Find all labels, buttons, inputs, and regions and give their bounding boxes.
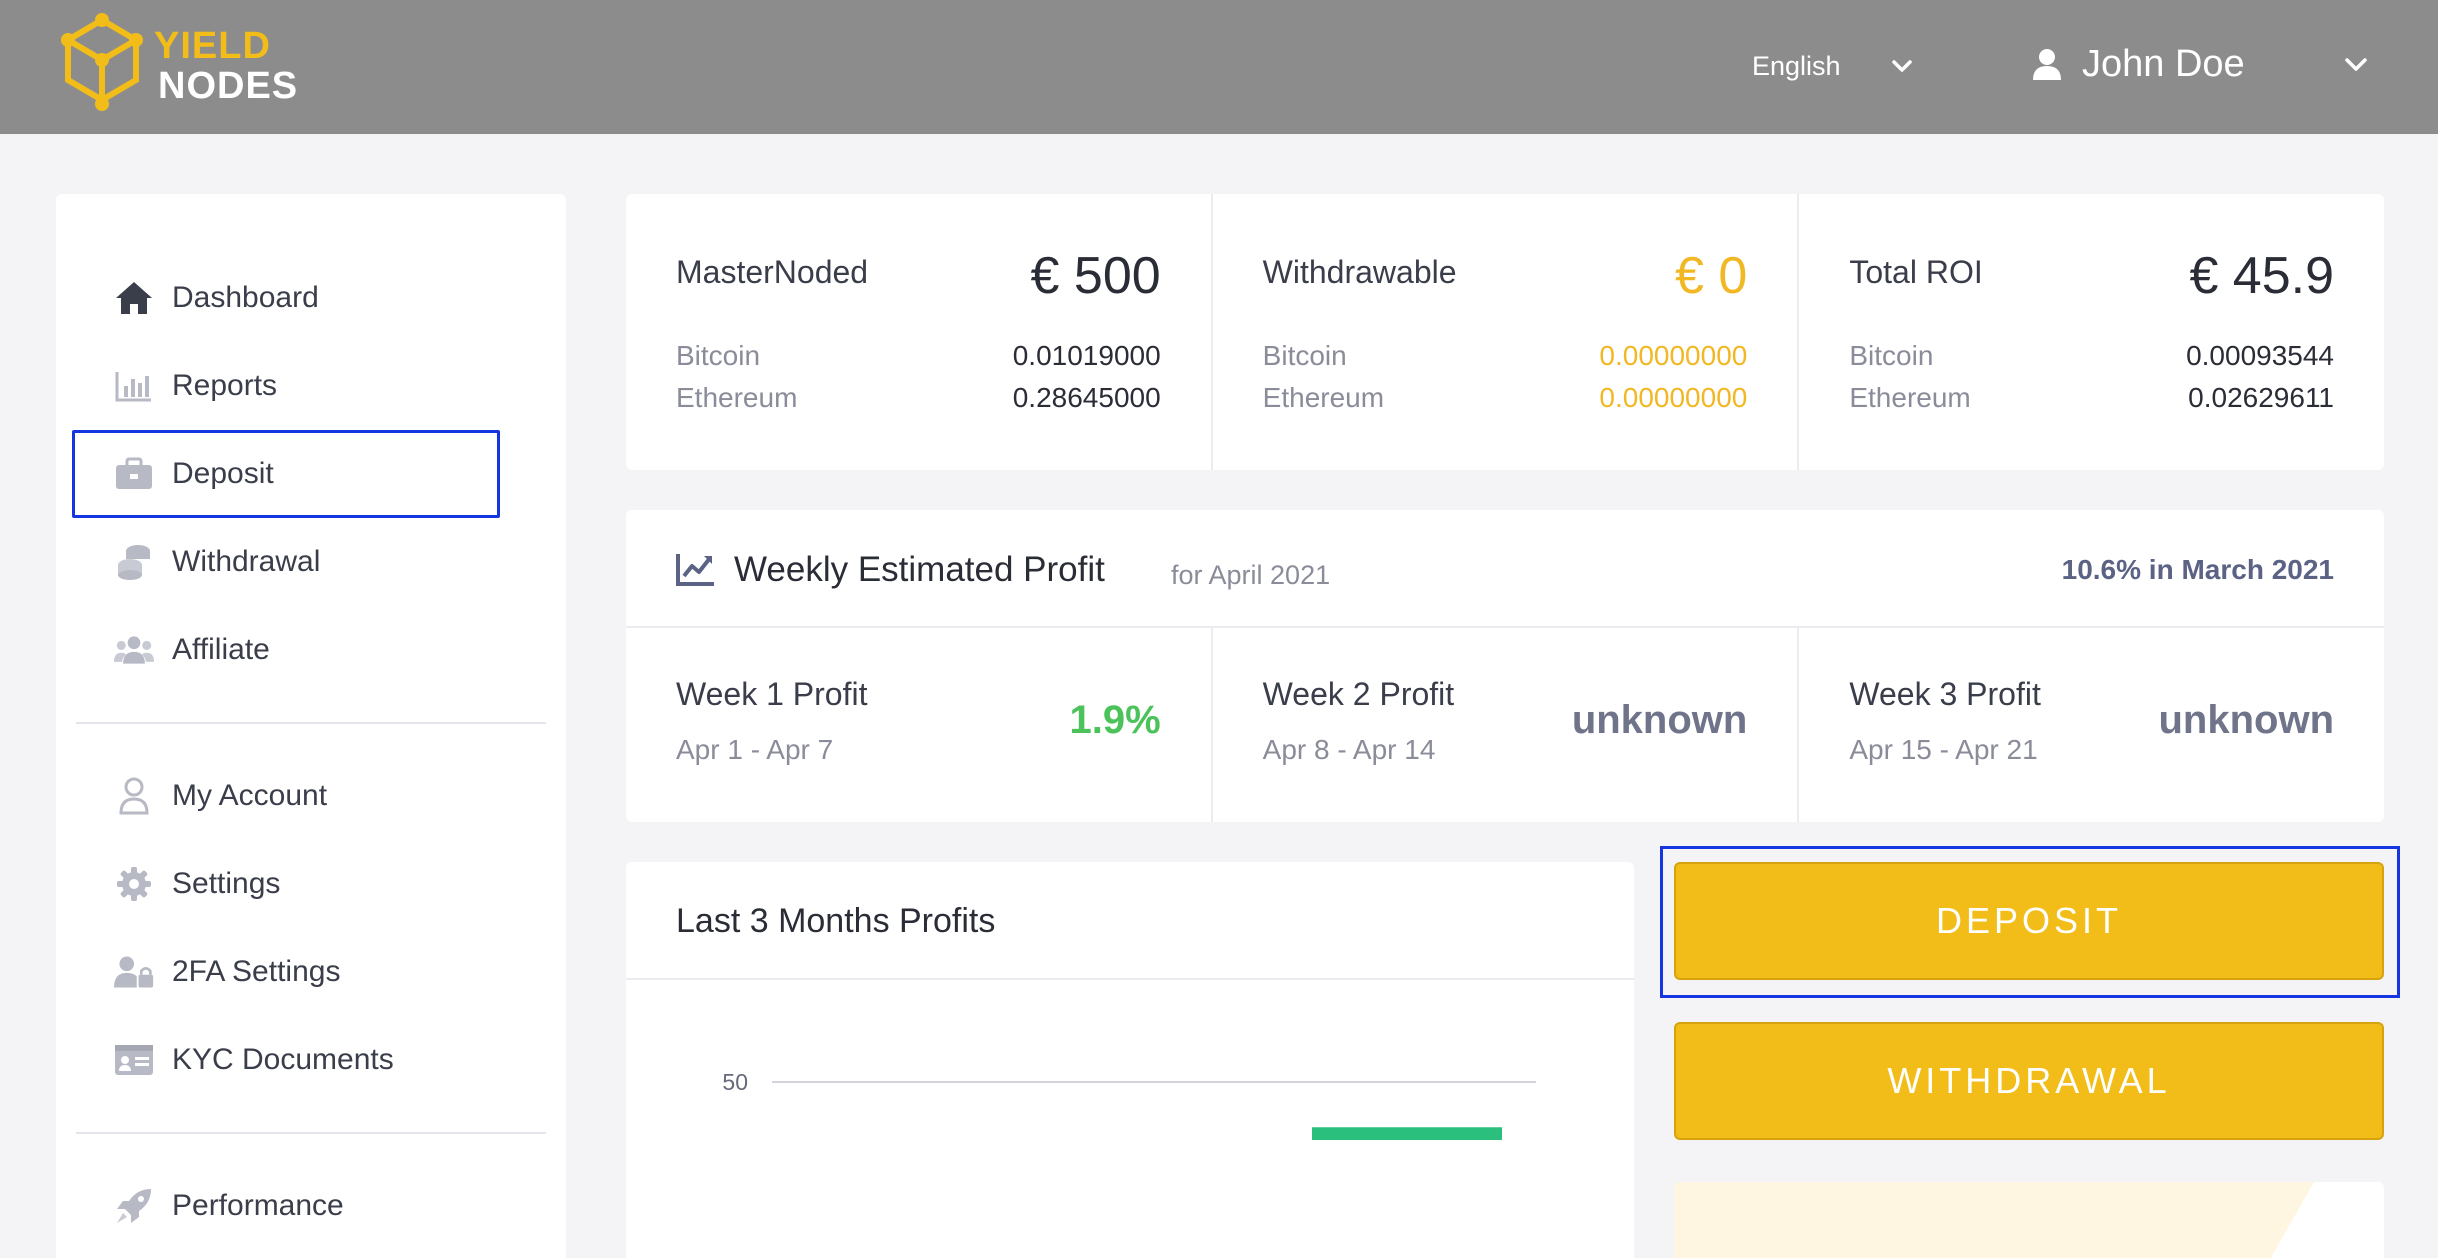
sidebar-item-label: Dashboard (172, 281, 319, 314)
bitcoin-value: 0.01019000 (1012, 340, 1161, 371)
sidebar-item-dashboard[interactable]: Dashboard (114, 258, 319, 338)
home-icon (114, 278, 154, 318)
sidebar-divider (76, 722, 546, 724)
stat-withdrawable: Withdrawable € 0 Bitcoin 0.00000000 Ethe… (1213, 194, 1800, 470)
deposit-button[interactable]: DEPOSIT (1674, 862, 2384, 980)
bar-chart-icon (114, 366, 154, 406)
sidebar-item-label: Reports (172, 369, 278, 402)
sidebar-item-kyc-documents[interactable]: KYC Documents (114, 1020, 394, 1100)
stat-label: Total ROI (1849, 254, 1983, 290)
week-dates: Apr 15 - Apr 21 (1849, 734, 2038, 765)
ethereum-value: 0.02629611 (2188, 382, 2335, 413)
line-chart-icon (676, 554, 714, 586)
logo-text-yield: YIELD (154, 25, 271, 67)
sidebar-item-label: 2FA Settings (172, 955, 341, 988)
weekly-profit-title: Weekly Estimated Profit (734, 550, 1105, 589)
id-card-icon (114, 1040, 154, 1080)
week-dates: Apr 1 - Apr 7 (676, 734, 834, 765)
gear-icon (114, 864, 154, 904)
week-value: unknown (2158, 698, 2335, 742)
sidebar-item-settings[interactable]: Settings (114, 844, 280, 924)
week-3: Week 3 Profit Apr 15 - Apr 21 unknown (1799, 628, 2384, 822)
stat-masternoded: MasterNoded € 500 Bitcoin 0.01019000 Eth… (626, 194, 1213, 470)
user-lock-icon (114, 952, 154, 992)
users-icon (114, 630, 154, 670)
week-title: Week 3 Profit (1849, 676, 2041, 712)
language-label: English (1752, 50, 1841, 81)
profits-chart: 5037.5 (722, 1069, 1536, 1140)
bitcoin-value: 0.00093544 (2186, 340, 2335, 371)
stat-amount: € 500 (1030, 247, 1161, 305)
stat-total-roi: Total ROI € 45.9 Bitcoin 0.00093544 Ethe… (1799, 194, 2384, 470)
profits-chart-card: Last 3 Months Profits 5037.5 (626, 862, 1634, 1258)
week-title: Week 2 Profit (1262, 676, 1455, 712)
deposit-button-highlight-box (1660, 846, 2400, 998)
bitcoin-label: Bitcoin (1262, 340, 1347, 371)
bitcoin-value: 0.00000000 (1599, 340, 1748, 371)
week-1: Week 1 Profit Apr 1 - Apr 7 1.9% (626, 628, 1213, 822)
sidebar-item-performance[interactable]: Performance (114, 1166, 344, 1246)
sidebar-divider (76, 1132, 546, 1134)
weeks-row: Week 1 Profit Apr 1 - Apr 7 1.9% Week 2 … (626, 628, 2384, 822)
language-select[interactable]: English (1752, 46, 1915, 86)
week-dates: Apr 8 - Apr 14 (1262, 734, 1436, 765)
user-name: John Doe (2082, 42, 2245, 85)
sidebar-item-label: Withdrawal (172, 545, 321, 578)
bitcoin-label: Bitcoin (1849, 340, 1934, 371)
sidebar-item-my-account[interactable]: My Account (114, 756, 327, 836)
monthly-summary: 10.6% in March 2021 (2061, 554, 2334, 585)
rocket-icon (114, 1186, 154, 1226)
user-icon (2033, 49, 2061, 80)
ethereum-value: 0.00000000 (1599, 382, 1748, 413)
weekly-profit-header: Weekly Estimated Profit for April 2021 1… (626, 510, 2384, 628)
sidebar: Dashboard Reports Deposit Withdrawal Aff… (56, 194, 566, 1258)
chart-y-tick-label: 50 (722, 1069, 748, 1095)
balance-summary-card: MasterNoded € 500 Bitcoin 0.01019000 Eth… (626, 194, 2384, 470)
yieldnodes-logo[interactable]: YIELD NODES (54, 12, 324, 116)
weekly-profit-subtitle: for April 2021 (1171, 560, 1331, 590)
sidebar-item-label: Affiliate (172, 633, 270, 666)
ethereum-value: 0.28645000 (1012, 382, 1161, 413)
sidebar-item-deposit[interactable]: Deposit (114, 434, 274, 514)
sidebar-item-label: Settings (172, 867, 281, 900)
deposit-highlight-box (72, 430, 500, 518)
bitcoin-label: Bitcoin (676, 340, 761, 371)
coins-icon (114, 542, 154, 582)
logo-text-nodes: NODES (158, 65, 298, 107)
sidebar-item-withdrawal[interactable]: Withdrawal (114, 522, 320, 602)
chart-title: Last 3 Months Profits (676, 902, 996, 940)
sidebar-item-label: Deposit (172, 457, 274, 490)
promo-banner[interactable] (1674, 1182, 2384, 1258)
briefcase-icon (114, 454, 154, 494)
week-2: Week 2 Profit Apr 8 - Apr 14 unknown (1213, 628, 1800, 822)
ethereum-label: Ethereum (676, 382, 798, 413)
stat-label: MasterNoded (676, 254, 869, 290)
stat-amount: € 0 (1675, 247, 1748, 305)
sidebar-item-label: My Account (172, 779, 328, 812)
weekly-profit-card: Weekly Estimated Profit for April 2021 1… (626, 510, 2384, 822)
sidebar-item-affiliate[interactable]: Affiliate (114, 610, 270, 690)
week-value: 1.9% (1069, 698, 1161, 742)
chart-bar[interactable] (1312, 1127, 1502, 1140)
user-outline-icon (114, 776, 154, 816)
sidebar-item-2fa-settings[interactable]: 2FA Settings (114, 932, 340, 1012)
chevron-down-icon (1891, 60, 1912, 72)
withdrawal-button[interactable]: WITHDRAWAL (1674, 1022, 2384, 1140)
promo-banner-background (1674, 1182, 2314, 1258)
top-bar: YIELD NODES English John Doe (0, 0, 2438, 134)
week-title: Week 1 Profit (676, 676, 868, 712)
chevron-down-icon[interactable] (2342, 50, 2370, 78)
chart-header-divider (626, 978, 1634, 980)
week-value: unknown (1571, 698, 1748, 742)
ethereum-label: Ethereum (1849, 382, 1971, 413)
stat-label: Withdrawable (1262, 254, 1457, 290)
sidebar-item-reports[interactable]: Reports (114, 346, 277, 426)
sidebar-item-label: KYC Documents (172, 1043, 394, 1076)
stat-amount: € 45.9 (2189, 247, 2335, 305)
sidebar-item-label: Performance (172, 1189, 344, 1222)
ethereum-label: Ethereum (1262, 382, 1385, 413)
user-menu[interactable]: John Doe (2032, 36, 2245, 92)
